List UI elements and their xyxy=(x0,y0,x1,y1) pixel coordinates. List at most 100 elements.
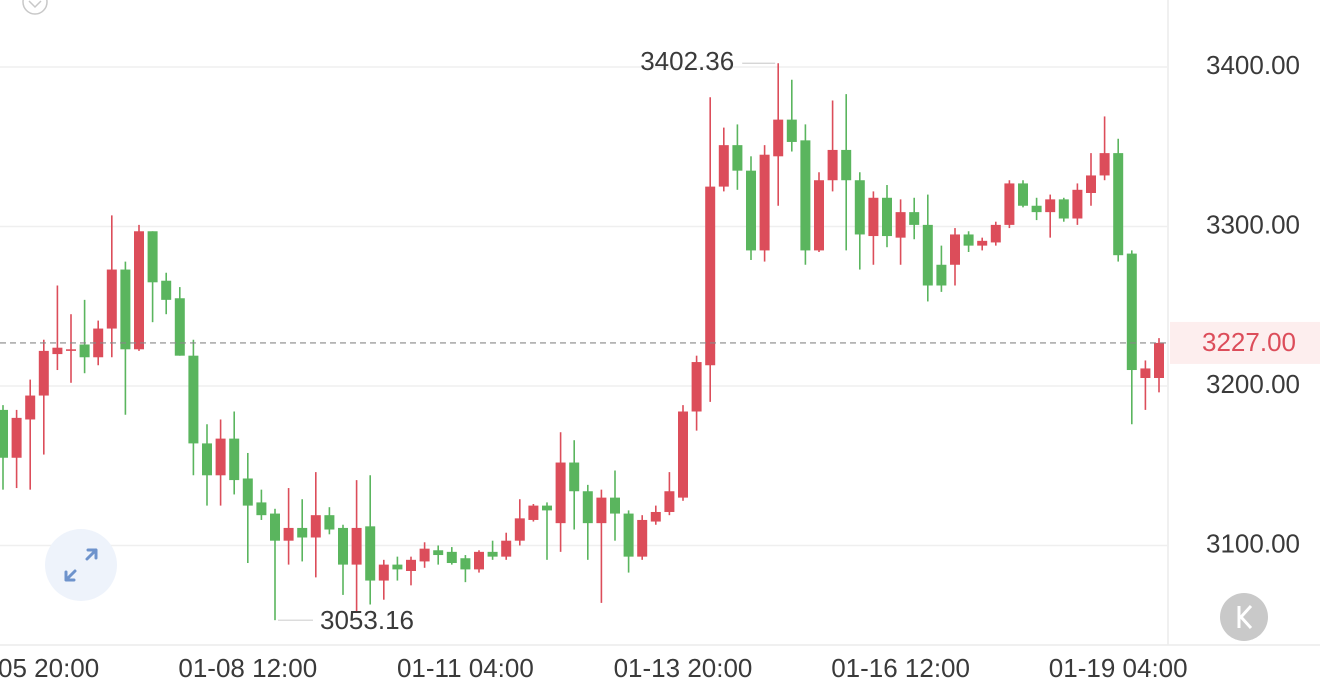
candle-body xyxy=(242,478,253,506)
candle-body xyxy=(963,234,974,246)
min-label: 3053.16 xyxy=(320,605,414,635)
candle-body xyxy=(1045,199,1056,213)
candle-body xyxy=(664,491,675,512)
candle-body xyxy=(1004,183,1015,225)
k-button[interactable] xyxy=(1220,593,1268,641)
candle-body xyxy=(134,231,144,350)
candle-body xyxy=(338,527,348,565)
x-tick-label: 05 20:00 xyxy=(0,653,99,683)
y-tick-label: 3200.00 xyxy=(1206,369,1300,399)
y-tick-label: 3300.00 xyxy=(1206,209,1300,239)
candle-body xyxy=(854,180,865,235)
y-tick-label: 3400.00 xyxy=(1206,50,1300,80)
candle-body xyxy=(786,119,797,142)
candle-body xyxy=(746,170,756,251)
x-tick-label: 01-11 04:00 xyxy=(397,653,534,683)
x-tick-label: 01-08 12:00 xyxy=(178,653,317,683)
candle-body xyxy=(1154,342,1164,379)
candle-body xyxy=(501,540,512,557)
plot-area xyxy=(0,63,1168,621)
last-price-tag xyxy=(1170,321,1320,364)
candle-body xyxy=(705,186,716,366)
candle-body xyxy=(1058,199,1069,219)
candle-body xyxy=(324,515,335,530)
x-tick-label: 01-19 04:00 xyxy=(1049,653,1188,683)
candle-body xyxy=(596,497,607,524)
candle-body xyxy=(474,551,484,570)
candle-body xyxy=(52,347,63,355)
candle-body xyxy=(1086,175,1096,193)
candle-body xyxy=(922,224,933,286)
candle-body xyxy=(419,548,430,562)
expand-button[interactable] xyxy=(45,529,117,601)
candle-body xyxy=(11,417,22,458)
candle-body xyxy=(406,559,416,571)
candle-body xyxy=(460,558,471,570)
candle-body xyxy=(310,515,321,538)
candle-body xyxy=(827,149,838,181)
candle-body xyxy=(950,234,960,265)
candle-body xyxy=(270,513,280,541)
candle-body xyxy=(147,231,158,283)
candle-body xyxy=(841,149,852,181)
candle-body xyxy=(555,462,566,524)
candle-body xyxy=(895,212,906,238)
candle-body xyxy=(229,438,240,481)
candle-body xyxy=(433,550,444,556)
candle-body xyxy=(79,344,90,358)
candle-body xyxy=(378,564,389,581)
candle-body xyxy=(487,551,498,557)
candle-body xyxy=(1099,153,1110,176)
candle-body xyxy=(93,328,104,358)
candle-body xyxy=(1140,368,1151,379)
candle-body xyxy=(1126,253,1137,371)
collapse-icon[interactable] xyxy=(22,0,48,15)
candle-body xyxy=(623,513,634,557)
candle-body xyxy=(936,264,947,286)
candle-body xyxy=(814,180,824,251)
candle-body xyxy=(637,519,648,557)
candle-body xyxy=(1072,189,1083,219)
candle-body xyxy=(446,551,457,564)
candle-body xyxy=(256,502,267,516)
candle-body xyxy=(528,505,539,520)
candle-body xyxy=(283,527,294,541)
candle-body xyxy=(732,145,743,171)
max-label: 3402.36 xyxy=(640,46,734,76)
candle-body xyxy=(800,140,811,251)
candle-body xyxy=(650,511,661,522)
candle-body xyxy=(188,355,199,444)
candle-body xyxy=(542,505,552,511)
candle-body xyxy=(514,518,525,541)
candle-body xyxy=(990,224,1001,243)
candle-body xyxy=(351,527,362,565)
candle-body xyxy=(582,491,593,524)
candle-body xyxy=(120,269,131,350)
candle-body xyxy=(202,443,212,476)
x-tick-label: 01-13 20:00 xyxy=(614,653,753,683)
candle-body xyxy=(297,527,308,538)
candle-body xyxy=(1018,183,1028,206)
candle-body xyxy=(106,269,117,329)
candle-body xyxy=(174,298,185,356)
candle-body xyxy=(38,350,49,396)
candle-body xyxy=(365,526,376,581)
candle-body xyxy=(66,349,76,351)
candle-body xyxy=(882,197,892,237)
candle-body xyxy=(610,497,620,514)
candle-body xyxy=(909,212,920,225)
candle-body xyxy=(25,395,36,420)
candle-body xyxy=(718,145,729,187)
candle-body xyxy=(1113,153,1124,256)
candle-body xyxy=(392,564,403,570)
candle-body xyxy=(215,438,226,476)
candle-body xyxy=(977,240,988,246)
last-price-label: 3227.00 xyxy=(1202,327,1296,357)
candle-body xyxy=(569,462,580,492)
y-tick-label: 3100.00 xyxy=(1206,528,1300,558)
x-tick-label: 01-16 12:00 xyxy=(831,653,970,683)
candle-body xyxy=(0,409,8,458)
candle-body xyxy=(773,119,784,157)
